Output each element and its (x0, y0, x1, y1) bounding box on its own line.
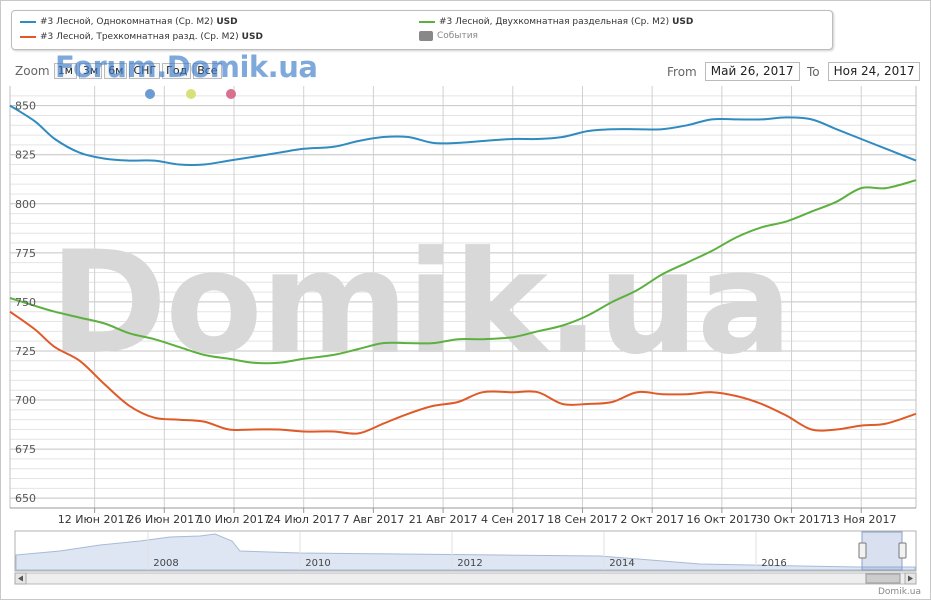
x-tick-label: 12 Июн 2017 (58, 513, 132, 526)
y-tick-label: 750 (15, 296, 36, 309)
navigator-handle-right[interactable] (898, 542, 907, 559)
watermark-big: Domik.ua (49, 221, 790, 386)
watermark-forum: Forum.Domik.ua (55, 50, 318, 84)
range-selector: Zoom 1м 3м 6м СНГ Год Все (15, 62, 224, 80)
legend-item-3room[interactable]: #3 Лесной, Трехкомнатная разд. (Ср. М2) … (20, 32, 263, 42)
zoom-button-3m[interactable]: 3м (78, 63, 103, 79)
series-line-2room[interactable] (9, 179, 917, 365)
y-axis: 650 675 700 725 750 775 800 825 850 (15, 100, 36, 506)
range-to: To Ноя 24, 2017 (807, 62, 921, 81)
zoom-button-1m[interactable]: 1м (53, 63, 77, 79)
y-tick-label: 650 (15, 492, 36, 505)
scrollbar-track (14, 572, 917, 585)
legend-label: События (437, 31, 478, 41)
series-line-1room[interactable] (9, 104, 917, 167)
y-tick-label: 775 (15, 247, 36, 260)
y-tick-label: 825 (15, 149, 36, 162)
x-tick-label: 30 Окт 2017 (756, 513, 827, 526)
y-tick-label: 725 (15, 345, 36, 358)
y-tick-label: 700 (15, 394, 36, 407)
x-tick-label: 10 Июл 2017 (197, 513, 271, 526)
navigator-handle-left[interactable] (858, 542, 867, 559)
legend-label: #3 Лесной, Двухкомнатная раздельная (Ср.… (439, 17, 670, 27)
navigator-year-label: 2016 (761, 558, 786, 569)
chevron-right-icon (908, 575, 913, 582)
to-label: To (807, 64, 820, 79)
navigator-year-label: 2008 (153, 558, 178, 569)
zoom-label: Zoom (15, 64, 50, 78)
x-tick-label: 26 Июн 2017 (127, 513, 201, 526)
x-tick-label: 24 Июл 2017 (267, 513, 341, 526)
navigator-selected-range (861, 531, 903, 571)
x-tick-label: 21 Авг 2017 (409, 513, 478, 526)
marker-dot-yellow[interactable] (186, 89, 196, 99)
navigator-year-label: 2012 (457, 558, 482, 569)
x-tick-label: 18 Сен 2017 (547, 513, 618, 526)
legend-item-1room[interactable]: #3 Лесной, Однокомнатная (Ср. М2) USD (20, 17, 238, 27)
x-tick-label: 4 Сен 2017 (481, 513, 545, 526)
zoom-button-ytd[interactable]: СНГ (129, 63, 161, 79)
legend-swatch (20, 21, 36, 23)
x-tick-label: 13 Ноя 2017 (826, 513, 897, 526)
legend-item-events[interactable]: События (419, 31, 478, 41)
series-line-3room[interactable] (9, 310, 917, 435)
series-group[interactable] (9, 104, 917, 435)
legend-unit: USD (672, 17, 694, 27)
y-tick-label: 800 (15, 198, 36, 211)
x-tick-label: 2 Окт 2017 (620, 513, 684, 526)
legend-item-2room[interactable]: #3 Лесной, Двухкомнатная раздельная (Ср.… (419, 17, 693, 27)
y-tick-label: 850 (15, 100, 36, 113)
legend-unit: USD (241, 32, 263, 42)
scrollbar-thumb[interactable] (865, 573, 901, 584)
legend-label: #3 Лесной, Однокомнатная (Ср. М2) (40, 17, 214, 27)
range-from: From Май 26, 2017 (667, 62, 800, 81)
credit-link[interactable]: Domik.ua (878, 587, 921, 597)
legend-swatch (419, 21, 435, 23)
legend-swatch (419, 31, 433, 41)
marker-dot-pink[interactable] (226, 89, 236, 99)
plot-background (10, 86, 916, 508)
y-tick-label: 675 (15, 443, 36, 456)
legend-unit: USD (216, 17, 238, 27)
to-date-input[interactable]: Ноя 24, 2017 (827, 62, 921, 81)
from-date-input[interactable]: Май 26, 2017 (704, 62, 800, 81)
marker-dot-blue[interactable] (145, 89, 155, 99)
x-tick-label: 16 Окт 2017 (687, 513, 758, 526)
x-tick-label: 7 Авг 2017 (343, 513, 405, 526)
navigator[interactable]: 2008 2010 2012 2014 2016 (14, 530, 917, 585)
zoom-button-6m[interactable]: 6м (104, 63, 128, 79)
navigator-year-label: 2014 (609, 558, 634, 569)
navigator-year-label: 2010 (305, 558, 330, 569)
legend-swatch (20, 36, 36, 38)
zoom-button-year[interactable]: Год (162, 63, 192, 79)
chevron-left-icon (18, 575, 23, 582)
legend-label: #3 Лесной, Трехкомнатная разд. (Ср. М2) (40, 32, 239, 42)
legend: #3 Лесной, Однокомнатная (Ср. М2) USD #3… (11, 10, 833, 50)
from-label: From (667, 64, 697, 79)
navigator-area (15, 533, 916, 571)
zoom-button-all[interactable]: Все (193, 63, 222, 79)
